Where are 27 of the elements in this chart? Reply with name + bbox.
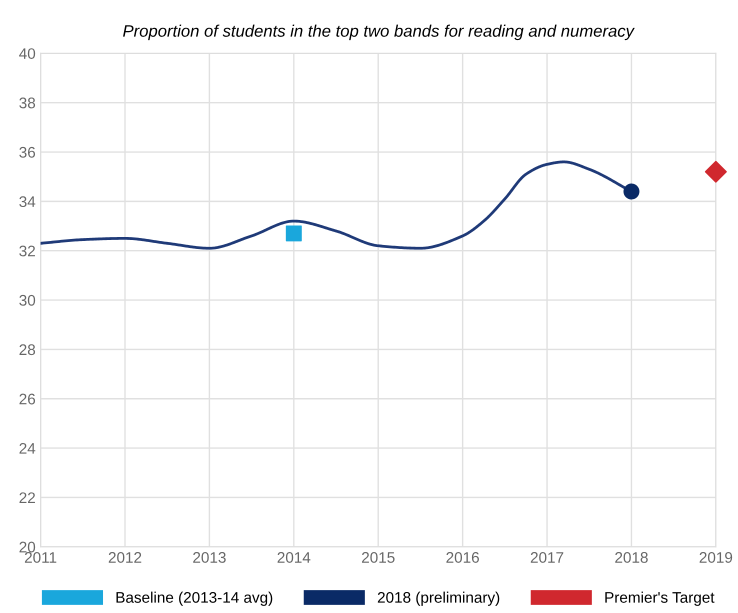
y-tick-label: 38 bbox=[19, 98, 36, 108]
x-tick-label: 2017 bbox=[530, 552, 564, 563]
y-tick-label: 30 bbox=[19, 294, 36, 306]
x-tick-label: 2019 bbox=[700, 552, 732, 563]
y-tick-label: 40 bbox=[19, 48, 36, 60]
point bbox=[704, 160, 727, 183]
chart-title: Proportion of students in the top two bands for reading and numeracy bbox=[123, 24, 635, 40]
legend-label: Baseline (2013-14 avg) bbox=[116, 592, 272, 606]
legend-label: 2018 (preliminary) bbox=[378, 592, 500, 606]
legend-label: Premier's Target bbox=[605, 592, 714, 606]
y-tick-label: 28 bbox=[20, 344, 36, 356]
y-tick-label: 36 bbox=[19, 146, 36, 158]
y-tick-label: 22 bbox=[20, 492, 35, 503]
x-tick-label: 2016 bbox=[446, 552, 479, 563]
x-tick-label: 2012 bbox=[108, 552, 142, 563]
y-tick-label: 26 bbox=[20, 394, 36, 404]
x-tick-label: 2014 bbox=[278, 552, 310, 563]
point bbox=[286, 225, 302, 242]
y-tick-label: 20 bbox=[20, 542, 36, 552]
point bbox=[623, 184, 640, 200]
x-tick-label: 2011 bbox=[24, 552, 56, 563]
y-tick-label: 24 bbox=[20, 442, 36, 454]
y-tick-label: 34 bbox=[19, 196, 36, 208]
y-tick-label: 32 bbox=[19, 246, 35, 256]
x-tick-label: 2013 bbox=[193, 552, 226, 563]
x-tick-label: 2015 bbox=[362, 552, 395, 563]
x-tick-label: 2018 bbox=[615, 552, 648, 563]
